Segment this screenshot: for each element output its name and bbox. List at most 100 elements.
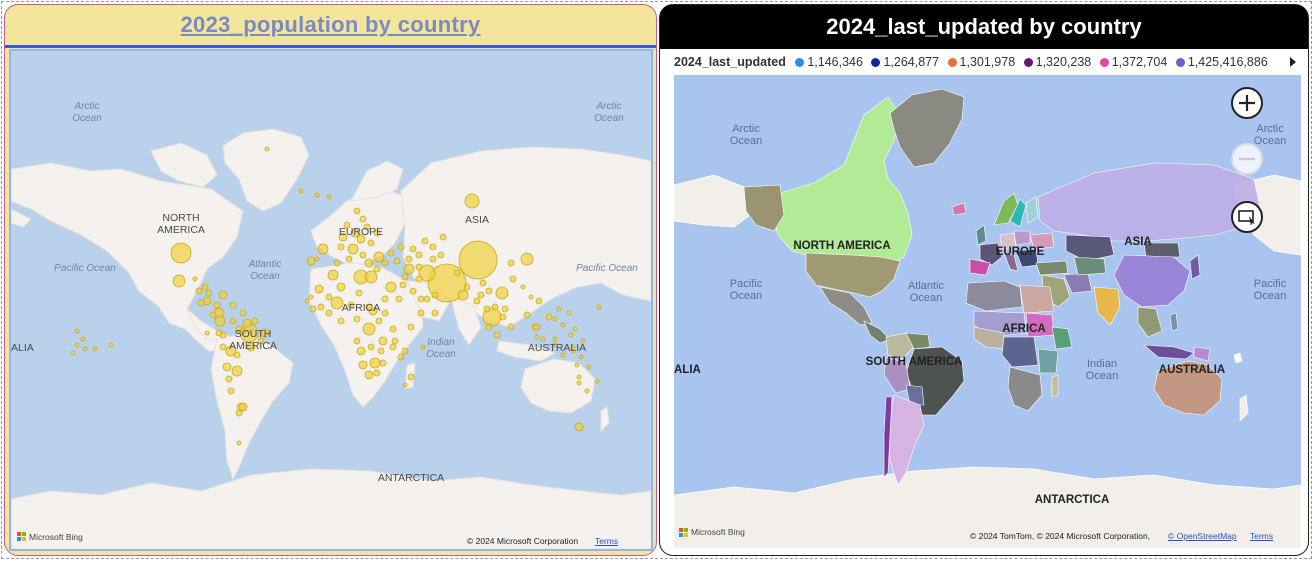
region-venezuela[interactable] <box>905 332 931 350</box>
legend-item[interactable]: 1,372,704 <box>1099 55 1167 69</box>
population-map-title: 2023_population by country <box>180 12 481 37</box>
label-pacific-ocean-left-2: Ocean <box>730 290 762 302</box>
region-indonesia[interactable] <box>1143 344 1195 360</box>
region-philippines[interactable] <box>1169 312 1179 332</box>
region-kazakhstan[interactable] <box>1065 234 1115 262</box>
openstreetmap-link[interactable]: © OpenStreetMap <box>1168 531 1237 541</box>
population-map-visual[interactable]: 2023_population by country <box>4 4 657 556</box>
region-uk[interactable] <box>975 224 987 246</box>
population-bubbles[interactable] <box>70 146 602 446</box>
zoom-in-button[interactable] <box>1231 87 1263 119</box>
label-antarctica: ANTARCTICA <box>378 472 444 484</box>
rectangle-select-icon <box>1238 210 1255 226</box>
region-se-asia[interactable] <box>1137 306 1163 338</box>
label-arctic-ocean-right-2: Ocean <box>1254 135 1286 147</box>
microsoft-logo-icon <box>679 528 689 538</box>
legend-item[interactable]: 1,301,978 <box>947 55 1015 69</box>
region-peru[interactable] <box>883 356 911 394</box>
plus-icon <box>1239 95 1255 111</box>
last-updated-map-visual[interactable]: 2024_last_updated by country 2024_last_u… <box>659 4 1309 556</box>
legend-dot-icon <box>1023 57 1033 67</box>
legend-next-arrow-icon[interactable] <box>1290 57 1296 67</box>
label-antarctica: ANTARCTICA <box>1035 494 1110 506</box>
legend-item[interactable]: 1,320,238 <box>1023 55 1091 69</box>
label-asia: ASIA <box>1124 236 1151 248</box>
terms-link[interactable]: Terms <box>1250 531 1274 541</box>
population-bubble-map[interactable]: Arctic Ocean Arctic Ocean NORTH AMERICA … <box>9 49 653 551</box>
microsoft-logo-icon <box>17 532 27 542</box>
region-japan[interactable] <box>1189 254 1201 280</box>
region-italy[interactable] <box>1003 252 1019 272</box>
left-map-canvas: Arctic Ocean Arctic Ocean NORTH AMERICA … <box>11 101 651 549</box>
label-arctic-ocean-left: Arctic <box>74 101 100 112</box>
filled-country-map[interactable]: Arctic Ocean Arctic Ocean NORTH AMERICA … <box>674 75 1301 548</box>
label-australia: AUSTRALIA <box>1159 364 1225 376</box>
legend-dot-icon <box>871 57 881 67</box>
legend-item[interactable]: 1,146,346 <box>795 55 863 69</box>
region-north-africa[interactable] <box>965 280 1023 312</box>
label-pacific-ocean-right-2: Ocean <box>1254 290 1286 302</box>
region-west-africa[interactable] <box>973 326 1007 350</box>
label-europe: EUROPE <box>996 246 1045 258</box>
region-colombia[interactable] <box>885 332 915 360</box>
region-ethiopia[interactable] <box>1051 326 1073 350</box>
region-finland[interactable] <box>1025 196 1039 224</box>
region-france[interactable] <box>979 242 1003 266</box>
region-greenland[interactable] <box>889 88 965 168</box>
region-turkey[interactable] <box>1035 260 1069 276</box>
region-madagascar[interactable] <box>1051 374 1059 398</box>
region-pacific-islands[interactable] <box>1233 352 1243 364</box>
select-area-button[interactable] <box>1231 201 1263 233</box>
bing-attribution: Microsoft Bing <box>29 532 83 542</box>
region-alaska[interactable] <box>743 184 785 232</box>
legend-item[interactable]: 1,264,877 <box>871 55 939 69</box>
title-divider <box>5 45 656 48</box>
region-australia[interactable] <box>1153 360 1223 416</box>
region-new-zealand[interactable] <box>1239 394 1249 422</box>
region-central-america[interactable] <box>863 320 891 344</box>
region-libya-egypt[interactable] <box>1019 284 1055 314</box>
region-norway[interactable] <box>993 192 1019 226</box>
label-pacific-ocean-right: Pacific Ocean <box>576 263 638 274</box>
region-central-asia[interactable] <box>1073 256 1107 276</box>
region-east-africa[interactable] <box>1037 348 1059 374</box>
region-southern-africa[interactable] <box>1007 366 1043 412</box>
legend-dot-icon <box>947 57 957 67</box>
map-legend: 2024_last_updated 1,146,346 1,264,877 1,… <box>674 55 1273 73</box>
region-usa[interactable] <box>805 252 901 298</box>
label-south-america-2: AMERICA <box>229 340 277 352</box>
label-atlantic-ocean-2: Ocean <box>910 292 942 304</box>
label-arctic-ocean-left-2: Ocean <box>72 113 102 124</box>
region-germany[interactable] <box>999 232 1017 250</box>
region-india[interactable] <box>1093 286 1121 326</box>
terms-link[interactable]: Terms <box>595 536 619 546</box>
last-updated-map-body: 2024_last_updated 1,146,346 1,264,877 1,… <box>660 49 1308 555</box>
label-indian-ocean: Indian <box>427 337 455 348</box>
right-map-labels: Arctic Ocean Arctic Ocean NORTH AMERICA … <box>674 123 1287 506</box>
region-canada[interactable] <box>771 96 913 266</box>
legend-item[interactable]: 1,425,416,886 <box>1175 55 1268 69</box>
copyright-text: © 2024 TomTom, © 2024 Microsoft Corporat… <box>970 531 1151 541</box>
region-poland[interactable] <box>1013 230 1031 246</box>
region-russia[interactable] <box>1037 162 1261 242</box>
region-iceland[interactable] <box>951 202 967 216</box>
region-china[interactable] <box>1113 254 1191 308</box>
region-mongolia[interactable] <box>1143 242 1181 258</box>
last-updated-map-title: 2024_last_updated by country <box>826 14 1142 39</box>
label-indian-ocean-2: Ocean <box>426 349 456 360</box>
region-ukraine[interactable] <box>1029 232 1055 250</box>
region-iran[interactable] <box>1063 272 1093 294</box>
label-australia-clipped: ALIA <box>674 364 701 376</box>
label-pacific-ocean-left: Pacific <box>730 278 763 290</box>
region-chile[interactable] <box>883 396 893 478</box>
region-png[interactable] <box>1193 346 1211 362</box>
region-bolivia[interactable] <box>905 384 925 406</box>
region-spain[interactable] <box>969 258 991 276</box>
minus-icon <box>1239 157 1255 161</box>
label-pacific-ocean-right: Pacific <box>1254 278 1287 290</box>
region-central-africa[interactable] <box>1001 336 1039 368</box>
label-arctic-ocean-left: Arctic <box>732 123 760 135</box>
label-europe: EUROPE <box>339 226 383 238</box>
zoom-out-button[interactable] <box>1231 143 1263 175</box>
